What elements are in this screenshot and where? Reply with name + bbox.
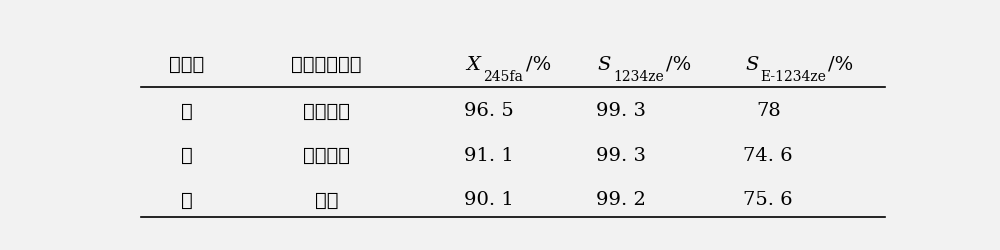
Text: 对二甲苯: 对二甲苯 bbox=[303, 146, 350, 165]
Text: /%: /% bbox=[526, 56, 552, 74]
Text: 99. 2: 99. 2 bbox=[596, 190, 646, 208]
Text: 四: 四 bbox=[181, 102, 193, 120]
Text: /%: /% bbox=[666, 56, 691, 74]
Text: E-1234ze: E-1234ze bbox=[761, 69, 826, 83]
Text: 245fa: 245fa bbox=[483, 69, 523, 83]
Text: 96. 5: 96. 5 bbox=[464, 102, 514, 120]
Text: 74. 6: 74. 6 bbox=[743, 146, 793, 164]
Text: 乙苯: 乙苯 bbox=[315, 190, 338, 209]
Text: 91. 1: 91. 1 bbox=[464, 146, 514, 164]
Text: 六: 六 bbox=[181, 190, 193, 209]
Text: 99. 3: 99. 3 bbox=[596, 146, 646, 164]
Text: /%: /% bbox=[828, 56, 853, 74]
Text: 99. 3: 99. 3 bbox=[596, 102, 646, 120]
Text: 78: 78 bbox=[756, 102, 781, 120]
Text: 1234ze: 1234ze bbox=[613, 69, 664, 83]
Text: 相转移催化剂: 相转移催化剂 bbox=[291, 55, 362, 74]
Text: 对二氯苯: 对二氯苯 bbox=[303, 102, 350, 120]
Text: 90. 1: 90. 1 bbox=[464, 190, 514, 208]
Text: X: X bbox=[466, 56, 480, 74]
Text: 75. 6: 75. 6 bbox=[743, 190, 793, 208]
Text: 五: 五 bbox=[181, 146, 193, 165]
Text: S: S bbox=[745, 56, 758, 74]
Text: S: S bbox=[598, 56, 611, 74]
Text: 实施例: 实施例 bbox=[169, 55, 205, 74]
